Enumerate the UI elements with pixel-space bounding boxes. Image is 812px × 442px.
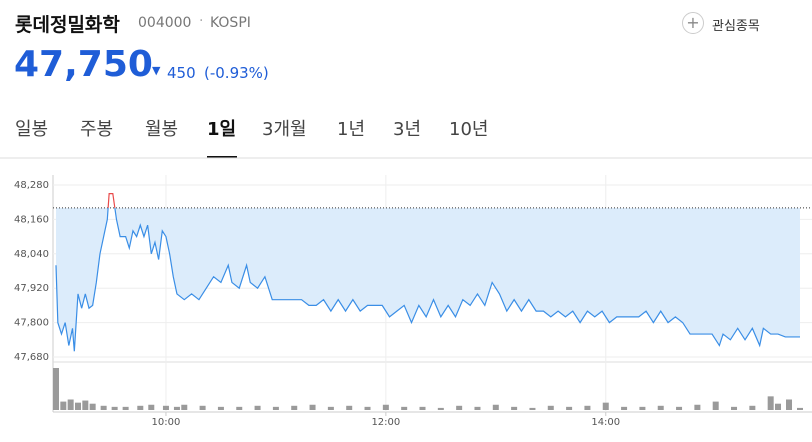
volume-bar	[529, 407, 536, 410]
volume-bar	[767, 396, 774, 410]
volume-bar	[456, 405, 463, 410]
volume-bar	[173, 406, 180, 410]
volume-bar	[291, 405, 298, 410]
volume-bar	[547, 405, 554, 410]
volume-bar	[474, 406, 481, 410]
volume-bar	[657, 405, 664, 410]
tab[interactable]: 3년	[393, 119, 422, 140]
volume-bar	[111, 406, 118, 410]
volume-bar	[437, 407, 444, 410]
volume-bar	[712, 401, 719, 410]
tab[interactable]: 주봉	[80, 119, 114, 140]
x-tick-label: 12:00	[371, 417, 400, 428]
volume-bar	[584, 405, 591, 410]
y-tick-label: 48,160	[14, 214, 49, 225]
y-tick-label: 48,280	[14, 180, 49, 191]
volume-bar	[199, 405, 206, 410]
volume-bar	[181, 404, 188, 410]
tab[interactable]: 일봉	[15, 119, 49, 140]
tab[interactable]: 3개월	[262, 119, 307, 140]
tab[interactable]: 10년	[449, 119, 489, 140]
volume-bar	[602, 402, 609, 410]
y-tick-label: 47,800	[14, 318, 49, 329]
volume-bar	[775, 403, 782, 410]
tab[interactable]: 월봉	[145, 119, 179, 140]
volume-bar	[676, 406, 683, 410]
volume-bar	[401, 406, 408, 410]
volume-bar	[382, 404, 389, 410]
volume-bar	[749, 405, 756, 410]
volume-bar	[122, 406, 129, 410]
add-icon[interactable]: +	[682, 12, 704, 34]
volume-bar	[511, 406, 518, 410]
volume-bar	[236, 406, 243, 410]
x-tick-label: 10:00	[152, 417, 181, 428]
volume-bar	[67, 399, 74, 410]
price-line	[55, 207, 800, 352]
y-tick-label: 48,040	[14, 249, 49, 260]
volume-bar	[731, 406, 738, 410]
volume-bar	[100, 405, 107, 410]
volume-bar	[162, 405, 169, 410]
market: KOSPI	[210, 15, 251, 31]
change: 450	[167, 64, 196, 82]
volume-bar	[148, 404, 155, 410]
stock-code: 004000	[138, 15, 192, 31]
tab[interactable]: 1년	[337, 119, 366, 140]
volume-bar	[254, 405, 261, 410]
volume-bar	[797, 407, 803, 410]
volume-bar	[639, 406, 646, 410]
volume-bar	[694, 404, 701, 410]
volume-bar	[621, 406, 628, 410]
tab[interactable]: 1일	[207, 119, 237, 140]
volume-bar	[364, 406, 371, 410]
volume-bar	[566, 406, 573, 410]
volume-bar	[309, 404, 316, 410]
volume-bar	[346, 405, 353, 410]
volume-bar	[492, 404, 499, 410]
volume-bar	[786, 399, 793, 410]
down-arrow: ▼	[152, 64, 161, 77]
volume-bar	[60, 401, 67, 410]
area-fill	[56, 207, 800, 352]
volume-bar	[89, 403, 96, 410]
y-tick-label: 47,680	[14, 352, 49, 363]
volume-bar	[137, 405, 144, 410]
change-pct: (-0.93%)	[204, 64, 269, 82]
watch-button[interactable]: 관심종목	[712, 19, 760, 34]
x-tick-label: 14:00	[591, 417, 620, 428]
volume-bar	[82, 400, 89, 410]
tab-underline	[207, 156, 237, 158]
volume-bar	[327, 406, 334, 410]
volume-bar	[272, 406, 279, 410]
stock-name: 롯데정밀화학	[15, 14, 120, 36]
y-tick-label: 47,920	[14, 283, 49, 294]
price: 47,750	[14, 44, 153, 85]
volume-bar	[53, 368, 59, 410]
volume-bar	[74, 402, 81, 410]
volume-bar	[419, 406, 426, 410]
separator: ·	[199, 13, 204, 29]
volume-bar	[217, 406, 224, 410]
